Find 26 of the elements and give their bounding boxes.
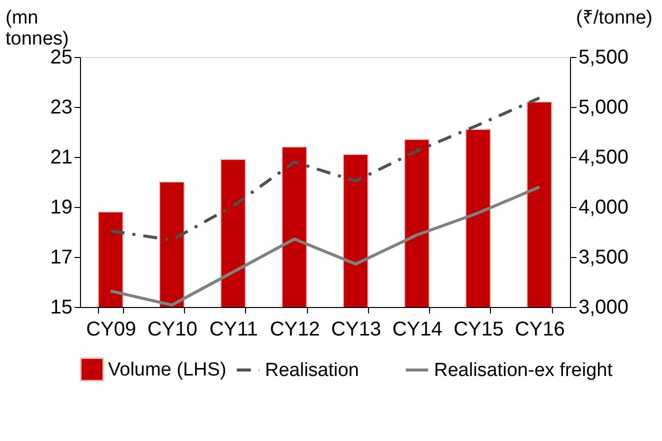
legend-label: Realisation-ex freight <box>434 360 614 381</box>
x-tick-label: CY12 <box>270 318 320 340</box>
x-tick-label: CY09 <box>86 318 136 340</box>
y2-tick-label: 5,000 <box>578 96 629 118</box>
y-tick-label: 15 <box>50 296 72 318</box>
y2-tick-label: 4,500 <box>578 146 629 168</box>
y-tick-label: 17 <box>50 246 72 268</box>
y2-tick-label: 5,500 <box>578 46 629 68</box>
y-tick-label: 21 <box>50 146 72 168</box>
x-tick-label: CY10 <box>147 318 198 340</box>
y-tick-label: 19 <box>50 196 72 218</box>
x-tick-label: CY13 <box>331 318 382 340</box>
line-series <box>109 186 541 306</box>
x-tick-label: CY11 <box>209 318 258 340</box>
y-axis-title: (mn tonnes) <box>6 8 69 50</box>
legend-label: Realisation <box>265 360 359 381</box>
line-series <box>109 96 541 242</box>
legend-label: Volume (LHS) <box>108 359 226 380</box>
x-tick-label: CY16 <box>514 318 565 340</box>
y-tick-label: 23 <box>50 96 72 118</box>
y2-tick-label: 3,000 <box>578 296 629 318</box>
x-tick-label: CY15 <box>454 318 504 340</box>
x-tick-label: CY14 <box>392 318 442 340</box>
y2-axis-title: (₹/tonne) <box>576 8 652 28</box>
y2-tick-label: 3,500 <box>578 246 629 268</box>
y2-tick-label: 4,000 <box>578 196 629 218</box>
